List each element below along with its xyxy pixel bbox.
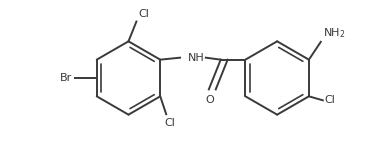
Text: Cl: Cl [325, 95, 336, 105]
Text: Cl: Cl [138, 9, 149, 19]
Text: O: O [205, 95, 214, 105]
Text: Br: Br [60, 73, 72, 83]
Text: NH$_2$: NH$_2$ [323, 26, 345, 40]
Text: Cl: Cl [164, 118, 175, 128]
Text: NH: NH [188, 53, 205, 63]
